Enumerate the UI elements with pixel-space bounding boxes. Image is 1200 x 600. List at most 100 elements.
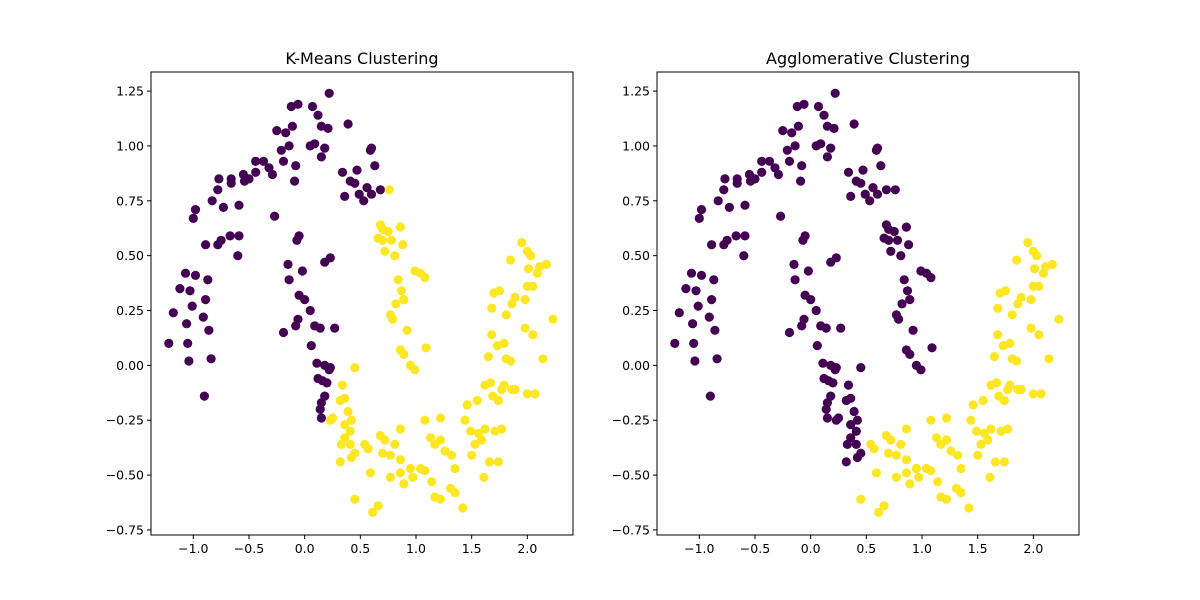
data-point-cluster-1 (510, 292, 520, 302)
data-point-cluster-0 (803, 266, 814, 276)
data-point-cluster-0 (800, 231, 810, 241)
data-point-cluster-1 (384, 185, 394, 195)
data-point-cluster-1 (1007, 354, 1017, 364)
data-point-cluster-1 (378, 235, 388, 245)
data-point-cluster-0 (316, 152, 326, 162)
data-point-cluster-0 (272, 126, 282, 136)
data-point-cluster-0 (886, 246, 896, 256)
data-point-cluster-0 (841, 457, 851, 467)
data-point-cluster-1 (985, 472, 995, 482)
data-point-cluster-0 (787, 128, 797, 138)
x-tick-label: 2.0 (517, 541, 537, 556)
data-point-cluster-1 (337, 380, 348, 390)
data-point-cluster-0 (856, 178, 866, 188)
data-point-cluster-1 (460, 415, 470, 425)
data-point-cluster-0 (818, 358, 828, 368)
data-point-cluster-0 (370, 161, 380, 171)
data-point-cluster-1 (335, 457, 345, 467)
data-point-cluster-0 (187, 301, 197, 311)
data-point-cluster-1 (1005, 380, 1015, 390)
data-point-cluster-0 (860, 189, 870, 199)
data-point-cluster-1 (1016, 292, 1026, 302)
data-point-cluster-1 (487, 330, 497, 340)
data-point-cluster-0 (306, 341, 316, 351)
data-point-cluster-1 (1007, 310, 1017, 320)
data-point-cluster-1 (1023, 237, 1033, 248)
data-point-cluster-1 (993, 303, 1003, 313)
data-point-cluster-1 (380, 246, 390, 256)
data-point-cluster-0 (305, 305, 315, 316)
data-point-cluster-1 (383, 226, 393, 237)
data-point-cluster-0 (846, 420, 856, 430)
data-point-cluster-1 (399, 479, 409, 489)
data-point-cluster-0 (849, 119, 859, 129)
data-point-cluster-0 (899, 275, 909, 285)
data-point-cluster-1 (336, 439, 346, 449)
data-point-cluster-0 (182, 319, 192, 329)
y-tick-label: 0.50 (622, 248, 650, 263)
data-point-cluster-0 (816, 139, 826, 149)
data-point-cluster-0 (796, 176, 806, 186)
x-tick-label: −0.5 (740, 541, 770, 556)
data-point-cluster-1 (978, 395, 988, 406)
data-point-cluster-0 (681, 284, 691, 294)
data-point-cluster-0 (322, 378, 332, 388)
data-point-cluster-0 (297, 266, 307, 276)
data-point-cluster-1 (1034, 281, 1044, 291)
data-point-cluster-1 (499, 380, 509, 390)
data-point-cluster-1 (340, 420, 350, 430)
data-point-cluster-1 (964, 503, 974, 513)
data-point-cluster-1 (494, 286, 505, 296)
y-tick-label: 0.25 (116, 303, 144, 318)
data-point-cluster-1 (1000, 286, 1011, 296)
data-point-cluster-0 (709, 275, 719, 285)
data-point-cluster-1 (896, 439, 906, 449)
data-point-cluster-1 (440, 446, 450, 456)
data-point-cluster-0 (813, 101, 824, 112)
data-point-cluster-1 (976, 439, 986, 449)
data-point-cluster-1 (1029, 264, 1040, 274)
data-point-cluster-1 (346, 452, 356, 463)
data-point-cluster-1 (926, 415, 936, 425)
y-tick-label: 0.75 (622, 193, 650, 208)
data-point-cluster-0 (330, 323, 340, 333)
data-point-cluster-1 (467, 450, 477, 460)
data-point-cluster-0 (826, 143, 836, 153)
axes-frame (150, 71, 574, 536)
data-point-cluster-0 (724, 202, 735, 212)
data-point-cluster-0 (291, 161, 301, 171)
x-tick-label: 2.0 (1023, 541, 1043, 556)
data-point-cluster-1 (390, 251, 400, 261)
data-point-cluster-1 (891, 472, 902, 482)
data-point-cluster-0 (897, 299, 907, 309)
data-point-cluster-0 (696, 270, 707, 280)
data-point-cluster-0 (830, 365, 840, 375)
data-point-cluster-1 (450, 488, 460, 498)
data-point-cluster-1 (986, 424, 996, 434)
data-point-cluster-1 (891, 450, 902, 460)
data-point-cluster-0 (284, 141, 294, 151)
data-point-cluster-1 (399, 349, 409, 359)
data-point-cluster-0 (896, 251, 906, 261)
data-point-cluster-0 (375, 185, 385, 195)
data-point-cluster-1 (874, 507, 884, 517)
data-point-cluster-0 (707, 295, 717, 305)
x-tick-label: 0.0 (295, 541, 315, 556)
data-point-cluster-0 (811, 305, 821, 316)
data-point-cluster-0 (190, 205, 201, 215)
data-point-cluster-0 (797, 321, 807, 331)
data-point-cluster-0 (828, 378, 838, 388)
data-point-cluster-0 (686, 268, 697, 278)
data-point-cluster-1 (956, 463, 966, 474)
data-point-cluster-0 (894, 314, 904, 324)
data-point-cluster-0 (688, 319, 698, 329)
data-point-cluster-1 (869, 444, 879, 454)
data-point-cluster-0 (851, 426, 861, 436)
y-tick-label: 0.25 (622, 303, 650, 318)
data-point-cluster-1 (340, 393, 350, 403)
y-tick-label: 1.00 (116, 138, 144, 153)
data-point-cluster-0 (799, 99, 809, 109)
data-point-cluster-1 (1028, 389, 1038, 399)
data-point-cluster-0 (693, 301, 703, 311)
